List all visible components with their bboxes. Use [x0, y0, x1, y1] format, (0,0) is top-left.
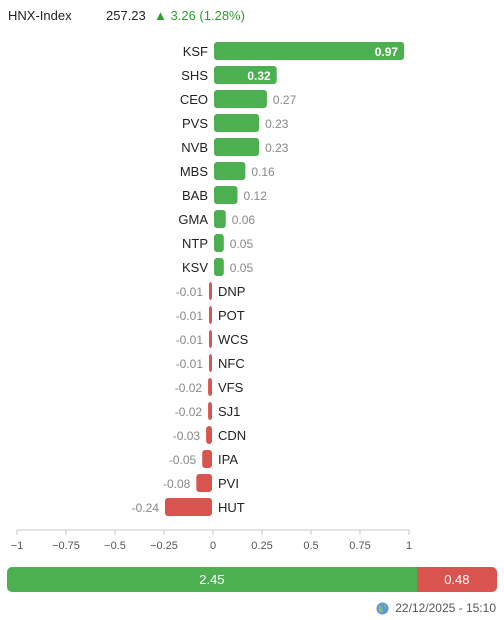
- value-label: 0.23: [265, 141, 289, 155]
- bar-cdn: [206, 426, 212, 444]
- value-label: 0.05: [230, 237, 254, 251]
- index-name: HNX-Index: [8, 8, 72, 23]
- category-label: PVS: [182, 116, 208, 131]
- bar-wcs: [209, 330, 212, 348]
- value-label: 0.12: [244, 189, 268, 203]
- x-tick-label: 0: [210, 540, 216, 552]
- value-label: -0.01: [176, 309, 204, 323]
- bar-ksf: [214, 42, 405, 60]
- category-label: WCS: [218, 332, 249, 347]
- category-label: GMA: [178, 212, 208, 227]
- bar-ntp: [214, 234, 224, 252]
- bar-ksv: [214, 258, 224, 276]
- x-tick-label: 0.75: [349, 540, 370, 552]
- category-label: BAB: [182, 188, 208, 203]
- index-price: 257.23: [106, 8, 146, 23]
- bar-vfs: [208, 378, 212, 396]
- timestamp: 22/12/2025 - 15:10: [395, 601, 496, 615]
- value-label: -0.01: [176, 333, 204, 347]
- bar-gma: [214, 210, 226, 228]
- x-tick-label: −0.25: [150, 540, 178, 552]
- category-label: PVI: [218, 476, 239, 491]
- category-label: CEO: [180, 92, 208, 107]
- bar-mbs: [214, 162, 246, 180]
- bar-pot: [209, 306, 212, 324]
- value-label: 0.97: [375, 45, 399, 59]
- category-label: POT: [218, 308, 245, 323]
- value-label: -0.02: [175, 381, 203, 395]
- category-label: KSF: [183, 44, 208, 59]
- bar-nfc: [209, 354, 212, 372]
- index-header: HNX-Index 257.23 ▲ 3.26 (1.28%): [8, 7, 245, 25]
- x-tick-label: −1: [11, 540, 24, 552]
- category-label: NTP: [182, 236, 208, 251]
- bar-dnp: [209, 282, 212, 300]
- globe-icon: [376, 601, 389, 615]
- summary-bar: 2.45 0.48: [7, 567, 497, 592]
- summary-negative-segment: 0.48: [416, 567, 497, 592]
- x-tick-label: −0.5: [104, 540, 126, 552]
- value-label: 0.23: [265, 117, 289, 131]
- x-tick-label: 0.25: [251, 540, 272, 552]
- value-label: -0.02: [175, 405, 203, 419]
- summary-negative-label: 0.48: [444, 572, 470, 587]
- bar-bab: [214, 186, 238, 204]
- value-label: -0.24: [132, 501, 160, 515]
- category-label: NFC: [218, 356, 245, 371]
- category-label: MBS: [180, 164, 209, 179]
- footer: 22/12/2025 - 15:10: [376, 601, 496, 615]
- value-label: 0.05: [230, 261, 254, 275]
- x-tick-label: 0.5: [303, 540, 318, 552]
- value-label: 0.16: [251, 165, 275, 179]
- category-label: KSV: [182, 260, 208, 275]
- value-label: 0.27: [273, 93, 297, 107]
- impact-bar-chart: KSF 0.97 SHS 0.32 CEO 0.27 PVS 0.23 NVB 0.23 MBS 0.…: [11, 42, 412, 552]
- category-label: CDN: [218, 428, 246, 443]
- value-label: 0.06: [232, 213, 256, 227]
- summary-positive-label: 2.45: [199, 572, 225, 587]
- index-change-value: 3.26 (1.28%): [170, 8, 245, 23]
- category-label: VFS: [218, 380, 244, 395]
- bar-ipa: [202, 450, 212, 468]
- value-label: 0.32: [247, 69, 271, 83]
- bar-nvb: [214, 138, 260, 156]
- category-label: HUT: [218, 500, 245, 515]
- value-label: -0.08: [163, 477, 191, 491]
- value-label: -0.03: [173, 429, 201, 443]
- bar-pvs: [214, 114, 260, 132]
- bar-hut: [164, 498, 212, 516]
- summary-positive-segment: 2.45: [7, 567, 417, 592]
- value-label: -0.01: [176, 357, 204, 371]
- bar-pvi: [196, 474, 212, 492]
- x-tick-label: 1: [406, 540, 412, 552]
- category-label: SJ1: [218, 404, 240, 419]
- value-label: -0.05: [169, 453, 197, 467]
- value-label: -0.01: [176, 285, 204, 299]
- category-label: IPA: [218, 452, 238, 467]
- index-change: ▲ 3.26 (1.28%): [154, 7, 245, 25]
- bar-shs: [214, 66, 277, 84]
- category-label: NVB: [181, 140, 208, 155]
- triangle-up-icon: ▲: [154, 8, 167, 23]
- x-tick-label: −0.75: [52, 540, 80, 552]
- bar-sj1: [208, 402, 212, 420]
- category-label: DNP: [218, 284, 245, 299]
- category-label: SHS: [181, 68, 208, 83]
- bar-ceo: [214, 90, 267, 108]
